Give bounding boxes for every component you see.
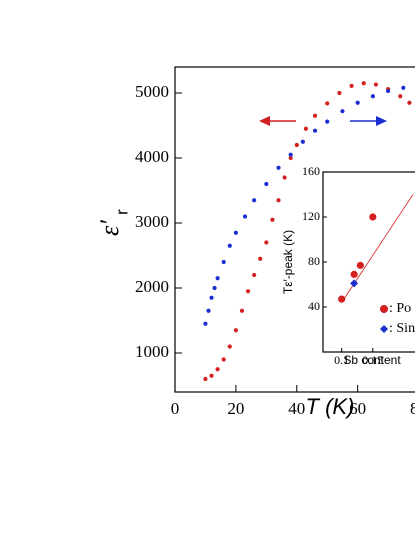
data-point <box>398 94 403 99</box>
data-point <box>349 83 354 88</box>
data-point <box>206 308 211 313</box>
y-tick-label: 2000 <box>135 277 169 296</box>
y-tick-label: 5000 <box>135 82 169 101</box>
blue-arrow <box>350 116 387 126</box>
data-point <box>203 321 208 326</box>
y-tick-label: 120 <box>302 209 320 223</box>
y-tick-label: 160 <box>302 164 320 178</box>
y-tick-label: 40 <box>308 299 320 313</box>
data-point <box>340 109 345 114</box>
x-tick-label: 60 <box>349 399 366 418</box>
data-point <box>233 328 238 333</box>
data-point <box>356 261 364 269</box>
y-tick-label: 80 <box>308 254 320 268</box>
data-point <box>212 285 217 291</box>
y-axis-label-sub: r <box>112 209 131 215</box>
data-point <box>325 101 330 106</box>
data-point <box>245 289 251 294</box>
y-tick-label: 3000 <box>135 212 169 231</box>
data-point <box>288 152 293 157</box>
data-point <box>264 181 269 187</box>
data-point <box>203 376 208 382</box>
data-point <box>221 357 226 362</box>
legend-label: : Po <box>389 301 411 316</box>
data-point <box>209 295 214 300</box>
data-point <box>350 270 358 278</box>
y-axis-label: Tε′-peak (K) <box>281 230 295 294</box>
data-point <box>361 81 366 86</box>
data-point <box>370 94 375 99</box>
y-tick-label: 4000 <box>135 147 169 166</box>
x-axis-label: Sb content <box>343 353 401 367</box>
data-point <box>303 126 309 131</box>
data-point <box>258 256 263 261</box>
data-point <box>401 85 406 90</box>
data-point <box>239 308 245 313</box>
data-point <box>242 214 248 219</box>
data-point <box>350 279 359 288</box>
x-tick-label: 0.1 <box>334 353 349 367</box>
data-point <box>369 213 377 221</box>
data-point <box>270 217 275 222</box>
legend-label: : Sin <box>389 321 415 336</box>
data-point <box>221 259 226 265</box>
x-tick-label: 20 <box>227 399 244 418</box>
axes-frame <box>174 66 415 393</box>
data-point <box>227 243 232 248</box>
data-point <box>312 113 318 118</box>
data-point <box>300 139 305 144</box>
data-point <box>233 230 238 235</box>
data-point <box>288 155 293 161</box>
data-point <box>386 88 391 94</box>
legend-marker <box>380 305 388 313</box>
data-point <box>338 295 346 303</box>
x-tick-label: 40 <box>288 399 305 418</box>
data-point <box>373 82 379 87</box>
legend-marker <box>380 325 388 333</box>
data-point <box>282 175 287 180</box>
data-point <box>215 276 220 281</box>
data-point <box>252 198 257 203</box>
x-tick-label: 0.15 <box>362 353 383 367</box>
data-point <box>276 198 281 203</box>
data-point <box>407 100 412 105</box>
data-point <box>312 128 318 133</box>
red-arrow <box>259 116 296 126</box>
data-point <box>209 373 214 378</box>
data-point <box>276 165 281 170</box>
data-point <box>294 142 299 148</box>
data-point <box>337 90 342 96</box>
data-point <box>325 119 330 124</box>
x-axis-label: T (K) <box>306 394 355 419</box>
data-point <box>215 367 220 372</box>
data-point <box>252 272 257 278</box>
data-point <box>355 100 360 105</box>
inset-background <box>323 172 415 352</box>
y-tick-label: 1000 <box>135 342 169 361</box>
x-tick-label: 0 <box>171 399 180 418</box>
y-axis-label: ε′ <box>95 220 124 236</box>
data-point <box>227 344 232 349</box>
main-plot: 0 20 40 60 80 1000 2000 3000 4000 5000 T (K) ε′ r 0.1… <box>95 66 415 419</box>
x-tick-label: 80 <box>410 399 415 418</box>
data-point <box>264 240 269 245</box>
